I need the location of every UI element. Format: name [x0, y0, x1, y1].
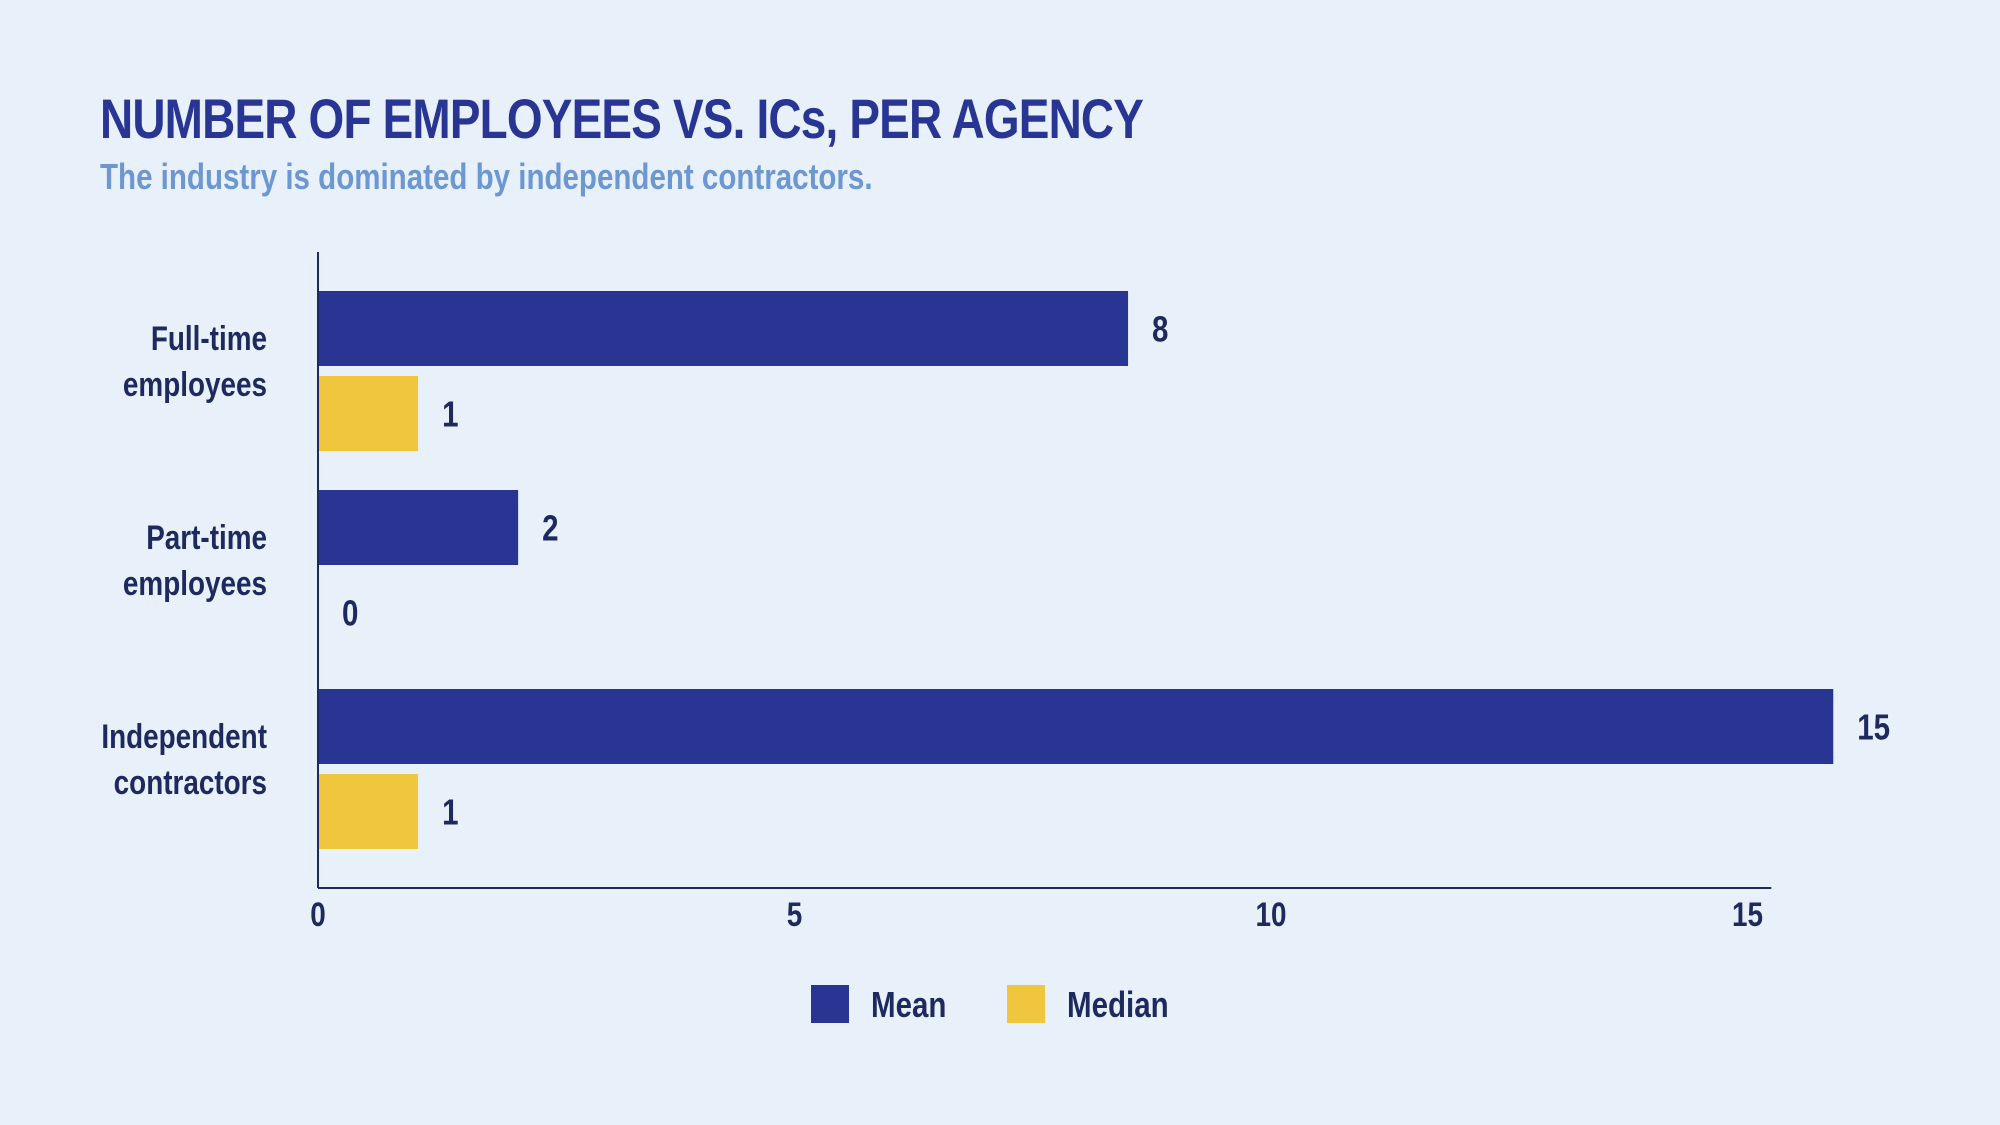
value-label-mean-2: 15: [1857, 707, 1890, 747]
category-label-1-1: employees: [123, 564, 267, 602]
x-tick-label-3: 15: [1732, 895, 1763, 933]
value-label-mean-1: 2: [542, 508, 558, 548]
legend-label-mean: Mean: [871, 984, 946, 1024]
bar-mean-1: [318, 490, 519, 565]
category-label-2-1: contractors: [114, 763, 267, 801]
category-label-0-1: employees: [123, 365, 267, 403]
bar-median-0: [318, 376, 419, 451]
legend-swatch-median: [1007, 985, 1045, 1023]
bar-median-2: [318, 774, 419, 849]
x-tick-label-1: 5: [787, 895, 803, 933]
value-label-mean-0: 8: [1152, 309, 1168, 349]
x-tick-label-0: 0: [310, 895, 326, 933]
bar-mean-0: [318, 291, 1129, 366]
category-label-2-0: Independent: [101, 717, 267, 755]
chart-title: NUMBER OF EMPLOYEES VS. ICs, PER AGENCY: [100, 87, 1144, 150]
value-label-median-1: 0: [342, 593, 358, 633]
bar-mean-2: [318, 689, 1834, 764]
legend-swatch-mean: [811, 985, 849, 1023]
x-tick-label-2: 10: [1255, 895, 1286, 933]
value-label-median-2: 1: [442, 792, 458, 832]
category-label-0-0: Full-time: [151, 319, 267, 357]
category-label-1-0: Part-time: [146, 518, 267, 556]
chart-subtitle: The industry is dominated by independent…: [100, 156, 873, 197]
legend-label-median: Median: [1067, 984, 1169, 1024]
value-label-median-0: 1: [442, 394, 458, 434]
